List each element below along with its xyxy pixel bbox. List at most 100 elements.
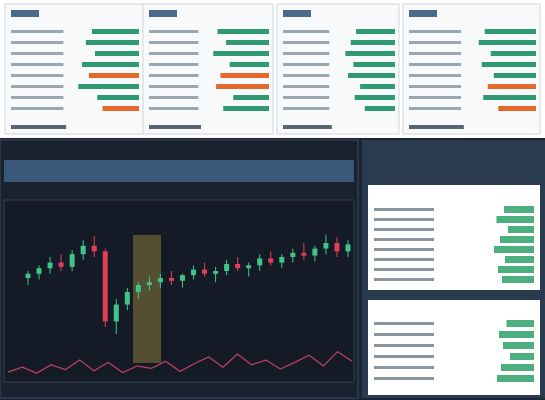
row-label [149,107,199,110]
row-label [409,74,462,77]
row-label [283,96,330,99]
row-bar [229,62,269,67]
row-bar [483,95,536,100]
row-bar [217,29,269,34]
row-label [11,52,64,55]
row-bar [94,51,139,56]
row-label [374,218,434,221]
row-label [149,85,199,88]
candle-body [58,262,64,267]
row-bar [88,73,139,78]
candle-body [36,268,42,274]
row-label [409,63,462,66]
row-label [374,208,434,211]
candle-body [179,275,185,281]
row-label [283,107,330,110]
row-bar [78,84,139,89]
row-label [374,355,434,358]
row-label [149,30,199,33]
candle-body [157,278,163,283]
candle-body [168,278,174,281]
row-label [283,85,330,88]
row-bar [500,236,534,243]
row-bar [213,51,269,56]
panel [4,3,144,135]
panel-header [149,10,177,17]
panel-header [409,10,437,17]
candle-body [257,258,263,266]
row-bar [97,95,139,100]
panel-footer [149,125,201,129]
row-bar [360,84,395,89]
candle-body [334,243,340,252]
row-bar [364,106,395,111]
candle-body [69,254,75,267]
row-bar [223,106,269,111]
row-bar [501,364,534,371]
panel-footer [409,125,464,129]
candle-body [91,245,97,252]
row-label [283,74,330,77]
candle-body [224,264,230,271]
row-label [409,52,462,55]
row-bar [226,40,269,45]
row-label [409,30,462,33]
row-bar [345,51,395,56]
row-label [374,322,434,325]
row-bar [490,51,536,56]
candle-body [25,273,31,278]
row-label [11,96,64,99]
row-bar [484,29,536,34]
row-bar [498,266,534,273]
row-bar [503,342,534,349]
row-label [374,228,434,231]
row-bar [82,62,139,67]
candle-body [146,282,152,285]
candle-body [246,265,252,269]
row-bar [348,73,395,78]
highlight-column [133,235,161,363]
row-label [374,238,434,241]
toolbar [4,160,354,182]
row-bar [510,353,534,360]
row-bar [353,62,395,67]
candle-body [290,252,296,257]
row-bar [496,216,534,223]
row-bar [498,106,536,111]
row-label [11,63,64,66]
row-bar [356,29,395,34]
row-label [374,268,434,271]
candle-body [323,243,329,249]
panel [402,3,541,135]
row-bar [216,84,269,89]
candle-body [279,257,285,263]
candle-body [102,251,108,322]
candle-body [235,264,241,269]
row-bar [487,84,536,89]
row-label [374,248,434,251]
row-label [11,85,64,88]
panel [276,3,400,135]
panel-header [11,10,39,17]
row-label [374,344,434,347]
candle-body [113,304,119,322]
row-label [374,366,434,369]
candle-body [124,292,130,305]
row-label [283,63,330,66]
candle-body [202,269,208,274]
row-bar [478,40,536,45]
candle-body [80,245,86,255]
row-bar [504,206,534,213]
row-label [11,30,64,33]
candle-body [268,258,274,263]
row-bar [481,62,536,67]
row-bar [497,375,534,382]
volume-line [7,350,353,374]
panel-footer [11,125,67,129]
row-label [283,41,330,44]
row-label [149,74,199,77]
row-bar [354,95,395,100]
row-label [409,41,462,44]
row-label [11,107,64,110]
candle-body [135,285,141,292]
